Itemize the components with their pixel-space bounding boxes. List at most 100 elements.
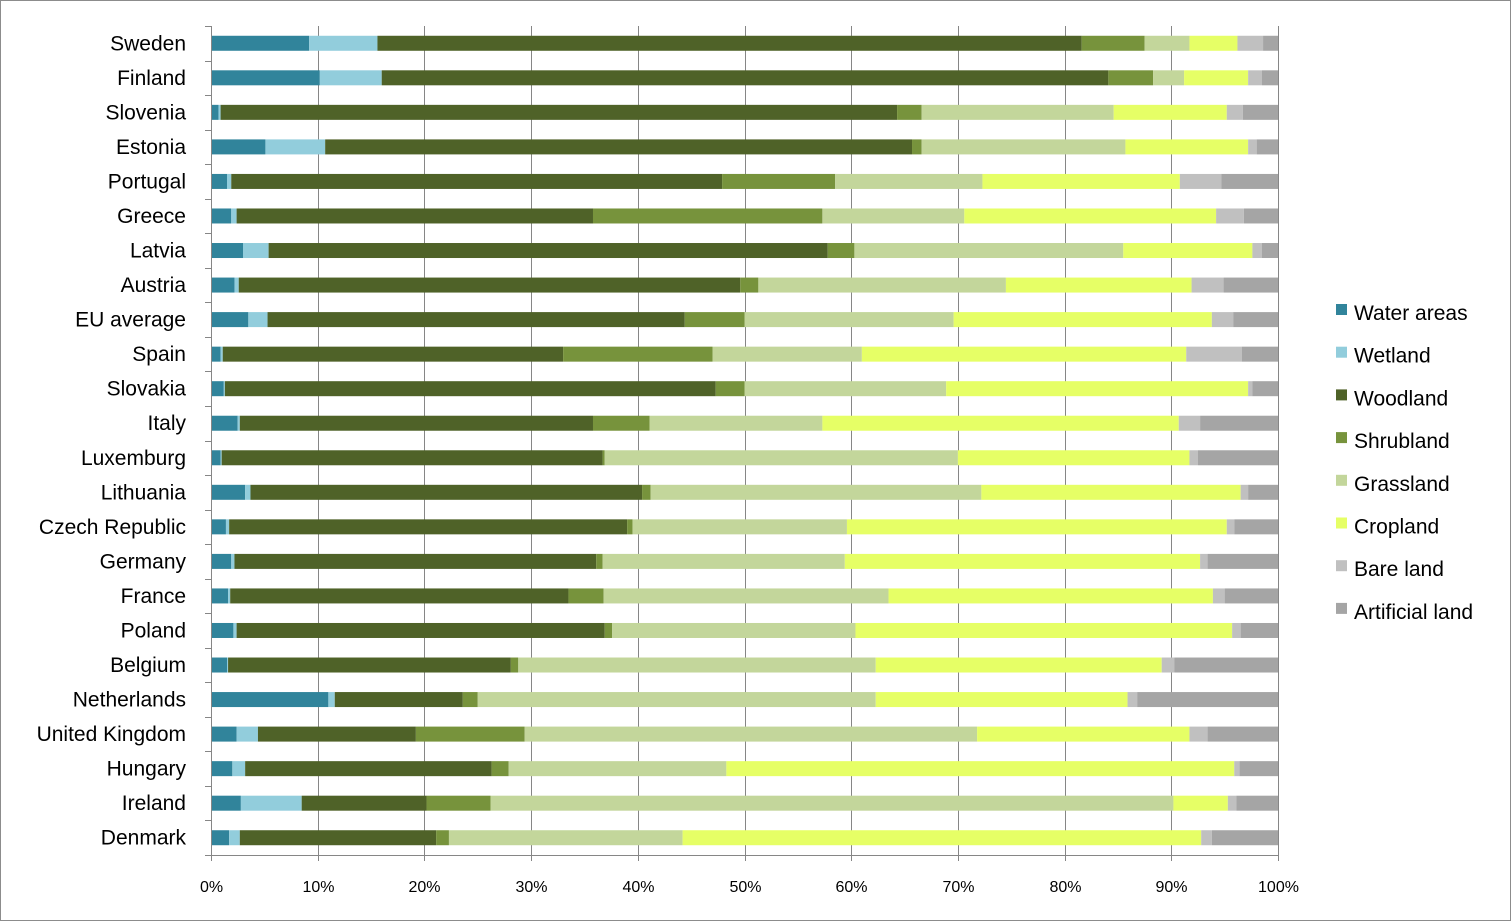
bar-row [211, 208, 1278, 224]
bar-segment [228, 657, 511, 673]
category-label: Estonia [116, 136, 186, 159]
legend-item: Water areas [1336, 302, 1468, 325]
legend-item: Artificial land [1336, 601, 1473, 624]
category-label: Austria [121, 274, 187, 297]
bar-row [211, 657, 1278, 673]
bar-segment [1248, 381, 1253, 397]
bar-segment [1237, 35, 1264, 51]
bar-segment [229, 519, 628, 535]
bar-segment [211, 622, 234, 638]
bar-segment [211, 415, 238, 431]
bar-segment [1207, 726, 1278, 742]
bar-segment [1226, 519, 1235, 535]
bar-segment [1256, 139, 1278, 155]
legend-label: Woodland [1354, 387, 1448, 410]
x-tick-label: 10% [302, 879, 334, 896]
bar-segment [1189, 35, 1238, 51]
bar-segment [211, 726, 237, 742]
bar-segment [844, 553, 1201, 569]
bar-segment [957, 450, 1190, 466]
bar-segment [211, 243, 244, 259]
category-label: Germany [100, 550, 187, 573]
bar-segment [508, 761, 727, 777]
category-label: EU average [75, 309, 186, 332]
bar-segment [236, 726, 258, 742]
bar-segment [715, 381, 745, 397]
bar-segment [518, 657, 876, 673]
bar-segment [220, 450, 222, 466]
bar-segment [1234, 519, 1278, 535]
bar-segment [604, 450, 958, 466]
bar-segment [722, 173, 836, 189]
bar-segment [1178, 415, 1201, 431]
legend-swatch [1336, 304, 1347, 315]
bar-segment [1197, 450, 1278, 466]
bar-segment [921, 139, 1126, 155]
bar-segment [964, 208, 1217, 224]
legend-item: Wetland [1336, 345, 1431, 368]
axes [205, 26, 1279, 861]
bar-segment [726, 761, 1235, 777]
bar-segment [426, 795, 491, 811]
bar-segment [744, 312, 954, 328]
bar-row [211, 761, 1278, 777]
category-label: Czech Republic [39, 516, 186, 539]
bar-segment [328, 692, 335, 708]
bar-segment [240, 795, 302, 811]
legend-swatch [1336, 474, 1347, 486]
x-tick-label: 0% [200, 879, 223, 896]
bar-segment [982, 173, 1180, 189]
bar-segment [325, 139, 913, 155]
legend-item: Woodland [1336, 387, 1448, 410]
bar-row [211, 381, 1278, 397]
bar-segment [592, 208, 823, 224]
category-label: Luxemburg [81, 447, 186, 470]
category-label: Ireland [122, 792, 186, 815]
bar-segment [436, 830, 449, 846]
bar-segment [243, 243, 269, 259]
bar-segment [250, 484, 643, 500]
bar-segment [415, 726, 525, 742]
bar-row [211, 692, 1278, 708]
bar-row [211, 70, 1278, 86]
bar-segment [211, 139, 266, 155]
bar-segment [229, 830, 240, 846]
bar-segment [1234, 761, 1240, 777]
bar-segment [1224, 588, 1278, 604]
x-tick-label: 100% [1258, 879, 1299, 896]
bar-segment [1212, 588, 1225, 604]
bar-segment [822, 415, 1179, 431]
bar-segment [211, 35, 310, 51]
category-label: France [121, 585, 186, 608]
bar-segment [632, 519, 847, 535]
bar-row [211, 346, 1278, 362]
bar-segment [855, 622, 1233, 638]
bar-segment [232, 761, 246, 777]
bar-segment [827, 243, 855, 259]
bar-segment [1232, 622, 1241, 638]
legend-item: Shrubland [1336, 430, 1450, 453]
bar-segment [1233, 312, 1278, 328]
bar-segment [1201, 830, 1212, 846]
category-label: Sweden [110, 32, 186, 55]
bar-segment [1223, 277, 1278, 293]
bar-segment [211, 761, 233, 777]
bar-segment [1227, 795, 1237, 811]
category-label: Spain [132, 343, 186, 366]
bar-segment [234, 553, 597, 569]
bar-segment [267, 312, 685, 328]
bar-segment [319, 70, 382, 86]
legend-swatch [1336, 517, 1347, 529]
legend-label: Bare land [1354, 558, 1444, 581]
bar-segment [846, 519, 1227, 535]
bar-segment [211, 657, 227, 673]
bar-segment [1189, 726, 1208, 742]
bar-segment [642, 484, 651, 500]
bar-segment [921, 104, 1114, 120]
bar-segment [835, 173, 983, 189]
legend-label: Cropland [1354, 516, 1439, 539]
bar-segment [1153, 70, 1185, 86]
bar-segment [1211, 312, 1234, 328]
bar-segment [211, 277, 235, 293]
